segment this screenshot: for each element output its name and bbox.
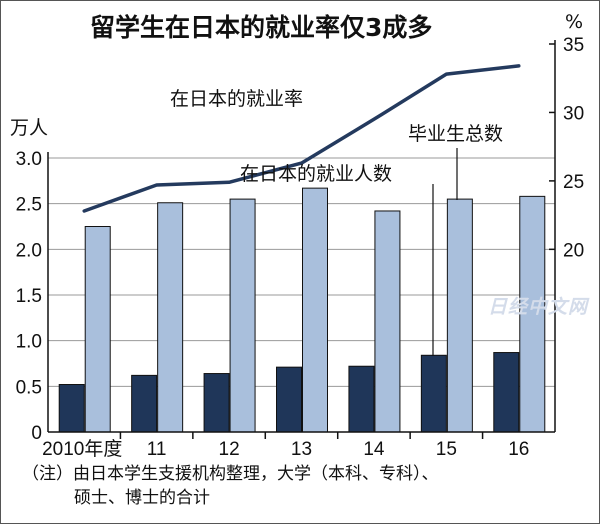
left-tick-label: 0.5	[16, 377, 42, 398]
watermark-logo: 日经中文网	[488, 296, 589, 318]
x-tick-label: 15	[436, 439, 457, 460]
left-tick-label: 1.5	[16, 286, 42, 307]
bar-employed	[203, 373, 230, 433]
x-tick-label: 11	[147, 439, 167, 460]
left-tick-label: 2.5	[16, 195, 42, 216]
x-tick-label: 12	[219, 439, 240, 460]
right-tick-label: 25	[563, 172, 584, 193]
line-employment-rate	[82, 64, 521, 213]
x-tick-label: 2010年度	[42, 438, 122, 460]
bar-employed	[131, 374, 158, 433]
left-axis-unit: 万人	[10, 117, 48, 139]
rate-line	[82, 64, 521, 213]
x-tick-label: 16	[508, 439, 529, 460]
right-tick-label: 20	[563, 240, 584, 261]
bar-graduates	[157, 202, 184, 433]
chart-title: 留学生在日本的就业率仅3成多	[90, 13, 432, 42]
gridlines	[48, 157, 555, 387]
bar-graduates	[302, 187, 328, 433]
footnote-line-2: 硕士、博士的合计	[74, 488, 210, 508]
bar-employed	[493, 352, 520, 433]
bar-graduates	[519, 195, 546, 433]
x-tick-label: 13	[291, 439, 312, 460]
label-employed-count: 在日本的就业人数	[240, 163, 392, 185]
right-tick-label: 35	[563, 35, 584, 56]
bar-graduates	[84, 226, 111, 433]
bars	[58, 187, 546, 433]
label-employment-rate: 在日本的就业率	[170, 88, 303, 110]
bar-graduates	[446, 198, 473, 433]
left-tick-label: 3.0	[16, 149, 42, 170]
bar-employed	[420, 354, 447, 433]
footnote: （注）由日本学生支援机构整理，大学（本科、专科）、 硕士、博士的合计	[22, 462, 582, 510]
bar-graduates	[374, 210, 401, 433]
right-tick-label: 30	[563, 103, 584, 124]
bar-employed	[348, 365, 375, 433]
bar-employed	[276, 366, 302, 433]
left-tick-label: 0	[31, 423, 42, 444]
footnote-line-1: （注）由日本学生支援机构整理，大学（本科、专科）、	[22, 464, 439, 484]
bar-graduates	[229, 198, 256, 433]
left-tick-label: 2.0	[16, 240, 42, 261]
axes: 0 0.5 1.0 1.5 2.0 2.5 3.0 20 25 30 35 2010年度 11 12 13 1…	[16, 35, 585, 460]
label-total-graduates: 毕业生总数	[408, 123, 503, 145]
x-tick-label: 14	[363, 439, 385, 460]
left-tick-label: 1.0	[16, 332, 42, 353]
right-axis-unit: %	[565, 11, 583, 33]
bar-employed	[58, 384, 85, 433]
